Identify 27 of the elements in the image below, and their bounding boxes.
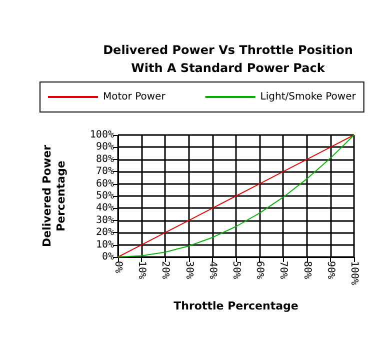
- x-tick-label: 20%: [160, 261, 171, 280]
- x-tick-label: 60%: [254, 261, 266, 280]
- x-tick-label: 0%: [112, 261, 124, 274]
- x-tick-label: 90%: [324, 261, 336, 280]
- y-tick-label: 80%: [96, 154, 114, 165]
- x-tick-label: 30%: [183, 261, 194, 280]
- y-axis-title: Delivered Power Percentage: [40, 144, 68, 248]
- y-tick-label: 40%: [96, 202, 114, 214]
- y-tick-label: 90%: [96, 142, 114, 153]
- y-tick-label: 70%: [96, 166, 114, 178]
- legend-label: Motor Power: [103, 92, 166, 102]
- y-tick-label: 60%: [96, 178, 114, 190]
- chart-title: Delivered Power Vs Throttle Position With A Standard Power Pack: [103, 43, 353, 75]
- legend-label: Light/Smoke Power: [260, 92, 357, 102]
- x-tick-label: 100%: [348, 261, 360, 286]
- x-tick-label: 50%: [230, 261, 242, 280]
- x-tick-label: 80%: [301, 261, 312, 280]
- x-tick-label: 40%: [206, 261, 218, 280]
- y-tick-label: 50%: [96, 190, 114, 202]
- x-axis-title: Throttle Percentage: [174, 300, 298, 312]
- y-tick-label: 100%: [90, 130, 114, 140]
- x-tick-label: 70%: [278, 261, 289, 280]
- x-tick-label: 10%: [136, 261, 148, 280]
- y-tick-label: 30%: [96, 214, 114, 226]
- y-tick-label: 10%: [96, 239, 114, 250]
- y-tick-label: 0%: [102, 252, 114, 262]
- y-tick-label: 20%: [96, 227, 114, 238]
